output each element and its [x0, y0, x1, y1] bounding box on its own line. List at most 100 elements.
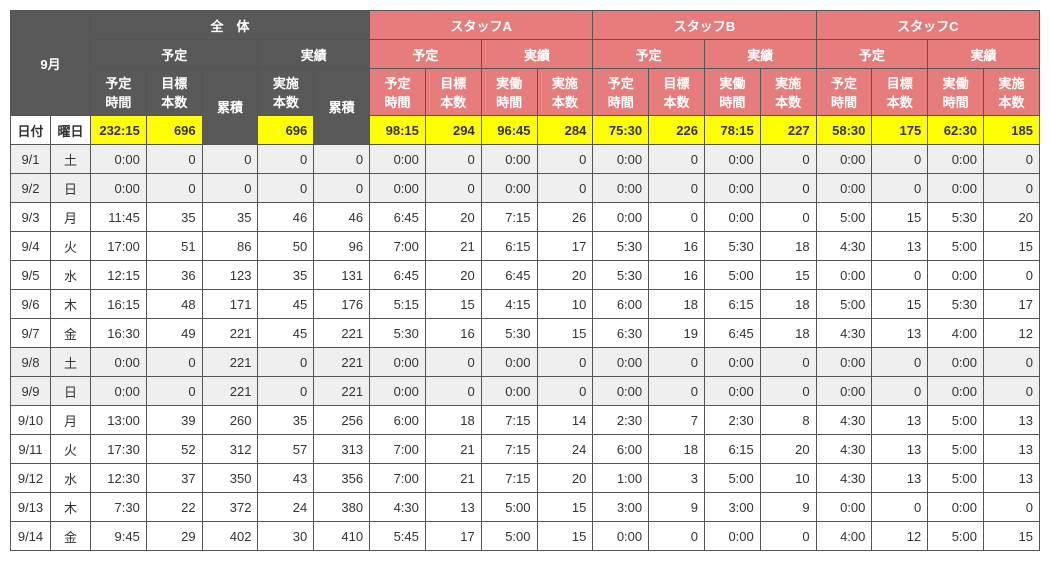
cell-dow: 日: [51, 377, 91, 406]
cell-c-1: 13: [872, 406, 928, 435]
cell-ov-4: 356: [314, 464, 370, 493]
cell-ov-1: 0: [146, 377, 202, 406]
cell-a-2: 5:00: [481, 493, 537, 522]
cell-c-0: 4:30: [816, 406, 872, 435]
cell-a-1: 0: [425, 174, 481, 203]
col-target-cnt: 目標本数: [146, 69, 202, 116]
cell-b-0: 6:00: [593, 435, 649, 464]
cell-c-2: 0:00: [928, 348, 984, 377]
cell-ov-1: 22: [146, 493, 202, 522]
cell-c-3: 13: [984, 464, 1040, 493]
cell-ov-1: 0: [146, 145, 202, 174]
cell-b-2: 2:30: [704, 406, 760, 435]
cell-c-0: 5:00: [816, 290, 872, 319]
cell-a-1: 18: [425, 406, 481, 435]
total-c-target: 175: [872, 116, 928, 145]
col-b-actual-cnt: 実施本数: [760, 69, 816, 116]
cell-ov-4: 221: [314, 377, 370, 406]
cell-a-3: 0: [537, 377, 593, 406]
cell-c-3: 0: [984, 145, 1040, 174]
table-row: 9/13木7:3022372243804:30135:00153:0093:00…: [11, 493, 1040, 522]
cell-dow: 水: [51, 464, 91, 493]
cell-b-1: 0: [649, 377, 705, 406]
cell-b-2: 0:00: [704, 348, 760, 377]
cell-date: 9/10: [11, 406, 51, 435]
cell-date: 9/4: [11, 232, 51, 261]
cell-ov-1: 37: [146, 464, 202, 493]
cell-ov-0: 0:00: [91, 377, 147, 406]
cell-ov-3: 46: [258, 203, 314, 232]
cell-a-0: 7:00: [370, 464, 426, 493]
table-row: 9/11火17:3052312573137:00217:15246:00186:…: [11, 435, 1040, 464]
cell-ov-0: 0:00: [91, 348, 147, 377]
cell-c-1: 13: [872, 435, 928, 464]
cell-b-0: 0:00: [593, 145, 649, 174]
total-ov-target: 696: [146, 116, 202, 145]
col-plan-time: 予定時間: [91, 69, 147, 116]
cell-b-1: 18: [649, 290, 705, 319]
cell-a-0: 0:00: [370, 348, 426, 377]
cell-c-2: 5:00: [928, 406, 984, 435]
cell-b-0: 0:00: [593, 203, 649, 232]
cell-c-1: 0: [872, 348, 928, 377]
cell-date: 9/7: [11, 319, 51, 348]
cell-a-2: 7:15: [481, 464, 537, 493]
cell-c-0: 0:00: [816, 377, 872, 406]
sub-plan-a: 予定: [370, 40, 482, 69]
table-row: 9/6木16:1548171451765:15154:15106:00186:1…: [11, 290, 1040, 319]
cell-c-2: 0:00: [928, 261, 984, 290]
cell-b-3: 8: [760, 406, 816, 435]
col-cum-plan: 累積: [202, 69, 258, 145]
cell-c-2: 0:00: [928, 174, 984, 203]
cell-a-3: 10: [537, 290, 593, 319]
cell-b-1: 3: [649, 464, 705, 493]
cell-ov-1: 0: [146, 348, 202, 377]
group-staff-c: スタッフC: [816, 11, 1039, 40]
cell-b-2: 6:45: [704, 319, 760, 348]
cell-b-1: 9: [649, 493, 705, 522]
cell-c-3: 0: [984, 493, 1040, 522]
cell-a-3: 15: [537, 319, 593, 348]
cell-dow: 木: [51, 290, 91, 319]
group-staff-a: スタッフA: [370, 11, 593, 40]
cell-ov-3: 35: [258, 406, 314, 435]
sub-actual-c: 実績: [928, 40, 1040, 69]
cell-ov-1: 0: [146, 174, 202, 203]
cell-a-0: 6:45: [370, 261, 426, 290]
cell-c-2: 5:30: [928, 290, 984, 319]
cell-ov-4: 256: [314, 406, 370, 435]
cell-c-2: 4:00: [928, 319, 984, 348]
table-row: 9/5水12:1536123351316:45206:45205:30165:0…: [11, 261, 1040, 290]
cell-c-2: 5:00: [928, 435, 984, 464]
cell-b-3: 0: [760, 203, 816, 232]
cell-b-0: 3:00: [593, 493, 649, 522]
cell-ov-3: 45: [258, 290, 314, 319]
cell-date: 9/13: [11, 493, 51, 522]
cell-c-1: 15: [872, 290, 928, 319]
total-c-plan-time: 58:30: [816, 116, 872, 145]
cell-c-2: 0:00: [928, 145, 984, 174]
cell-c-0: 4:30: [816, 319, 872, 348]
cell-c-1: 0: [872, 493, 928, 522]
total-a-plan-time: 98:15: [370, 116, 426, 145]
cell-ov-3: 24: [258, 493, 314, 522]
cell-c-0: 0:00: [816, 348, 872, 377]
cell-ov-2: 35: [202, 203, 258, 232]
cell-a-2: 7:15: [481, 203, 537, 232]
cell-b-3: 15: [760, 261, 816, 290]
cell-ov-3: 0: [258, 377, 314, 406]
cell-b-3: 9: [760, 493, 816, 522]
cell-ov-4: 380: [314, 493, 370, 522]
cell-ov-0: 11:45: [91, 203, 147, 232]
cell-date: 9/9: [11, 377, 51, 406]
cell-b-0: 0:00: [593, 348, 649, 377]
cell-b-1: 0: [649, 203, 705, 232]
cell-ov-0: 0:00: [91, 174, 147, 203]
total-b-actual: 227: [760, 116, 816, 145]
cell-c-3: 0: [984, 377, 1040, 406]
cell-dow: 火: [51, 232, 91, 261]
cell-b-2: 0:00: [704, 203, 760, 232]
cell-a-2: 0:00: [481, 377, 537, 406]
cell-ov-3: 50: [258, 232, 314, 261]
table-row: 9/12水12:3037350433567:00217:15201:0035:0…: [11, 464, 1040, 493]
